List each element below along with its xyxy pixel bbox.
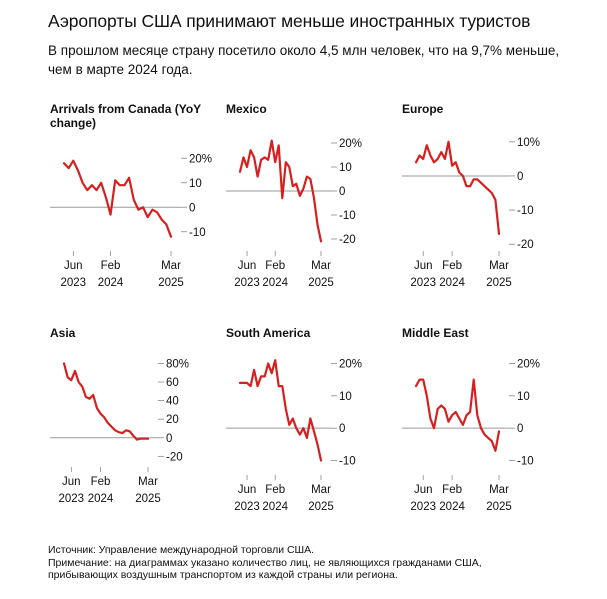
x-tick-label-year: 2023 (410, 277, 436, 289)
y-tick-label: 40 (166, 396, 179, 408)
series-line (238, 139, 323, 243)
x-tick-label-month: Mar (311, 484, 331, 496)
y-tick-label: 0 (166, 433, 172, 445)
y-tick-label: 60 (166, 377, 179, 389)
series-line (62, 362, 150, 441)
x-tick-label-year: 2024 (88, 493, 114, 505)
y-tick-label: 20 (166, 414, 179, 426)
x-tick-label-month: Mar (161, 260, 181, 272)
x-tick-label-month: Mar (311, 260, 331, 272)
series-line (414, 378, 501, 452)
panel-title: South America (226, 326, 311, 340)
x-tick-label-year: 2025 (135, 493, 161, 505)
y-tick-label: 10% (517, 137, 540, 149)
y-tick-label: -10 (517, 205, 534, 217)
x-tick-label-year: 2025 (486, 277, 512, 289)
y-tick-label: -20 (339, 234, 356, 246)
x-tick-label-month: Feb (442, 260, 462, 272)
x-tick-label-month: Jun (238, 260, 257, 272)
x-tick-label-year: 2025 (486, 501, 512, 513)
y-tick-label: -20 (166, 451, 183, 463)
x-tick-label-year: 2024 (262, 501, 288, 513)
x-tick-label-month: Jun (238, 484, 257, 496)
x-tick-label-year: 2025 (308, 501, 334, 513)
y-tick-label: -20 (517, 239, 534, 251)
x-tick-label-month: Feb (265, 260, 285, 272)
y-tick-label: 20% (339, 358, 362, 370)
y-tick-label: 0 (517, 423, 523, 435)
x-tick-label-year: 2024 (439, 277, 465, 289)
x-tick-label-year: 2024 (439, 501, 465, 513)
y-tick-label: 10 (189, 178, 202, 190)
y-tick-label: 80% (166, 358, 189, 370)
panel-title: Middle East (402, 326, 469, 340)
series-line (238, 359, 323, 462)
x-tick-label-month: Jun (414, 484, 433, 496)
y-tick-label: -10 (517, 456, 534, 468)
x-tick-label-month: Feb (91, 476, 111, 488)
panel-title: Mexico (226, 102, 267, 116)
y-tick-label: 10 (339, 391, 352, 403)
x-tick-label-month: Jun (62, 476, 81, 488)
panel-title: Asia (50, 326, 76, 340)
x-tick-label-month: Jun (414, 260, 433, 272)
y-tick-label: -10 (339, 456, 356, 468)
series-line (414, 140, 501, 235)
x-tick-label-month: Feb (101, 260, 121, 272)
panel-title: Europe (402, 102, 444, 116)
y-tick-label: 0 (189, 202, 195, 214)
x-tick-label-month: Feb (442, 484, 462, 496)
x-tick-label-year: 2023 (234, 277, 260, 289)
x-tick-label-year: 2023 (234, 501, 260, 513)
x-tick-label-year: 2025 (308, 277, 334, 289)
x-tick-label-year: 2023 (61, 277, 87, 289)
panel-title-line-2: change) (50, 116, 96, 130)
x-tick-label-year: 2024 (262, 277, 288, 289)
y-tick-label: -10 (189, 227, 206, 239)
x-tick-label-year: 2023 (410, 501, 436, 513)
y-tick-label: 20% (339, 138, 362, 150)
y-tick-label: 20% (189, 153, 212, 165)
y-tick-label: 0 (517, 171, 523, 183)
x-tick-label-month: Feb (265, 484, 285, 496)
panel-title: Arrivals from Canada (YoY (50, 102, 201, 116)
y-tick-label: 0 (339, 186, 345, 198)
x-tick-label-month: Mar (138, 476, 158, 488)
y-tick-label: 0 (339, 423, 345, 435)
y-tick-label: 10 (517, 391, 530, 403)
footer: Источник: Управление международной торго… (48, 544, 588, 582)
footnote-line-1: Примечание: на диаграммах указано количе… (48, 556, 482, 569)
chart-subtitle: В прошлом месяце страну посетило около 4… (48, 43, 560, 77)
x-tick-label-month: Jun (64, 260, 83, 272)
x-tick-label-year: 2024 (98, 277, 124, 289)
x-tick-label-year: 2025 (158, 277, 184, 289)
series-line (62, 159, 173, 238)
footnote-line-2: прибывающих воздушным транспортом из каж… (48, 569, 398, 581)
y-tick-label: 10 (339, 162, 352, 174)
y-tick-label: -10 (339, 210, 356, 222)
x-tick-label-month: Mar (489, 260, 509, 272)
x-tick-label-month: Mar (489, 484, 509, 496)
x-tick-label-year: 2023 (59, 493, 85, 505)
y-tick-label: 20% (517, 358, 540, 370)
source-note: Источник: Управление международной торго… (48, 544, 315, 556)
chart-title: Аэропорты США принимают меньше иностранн… (48, 11, 531, 31)
